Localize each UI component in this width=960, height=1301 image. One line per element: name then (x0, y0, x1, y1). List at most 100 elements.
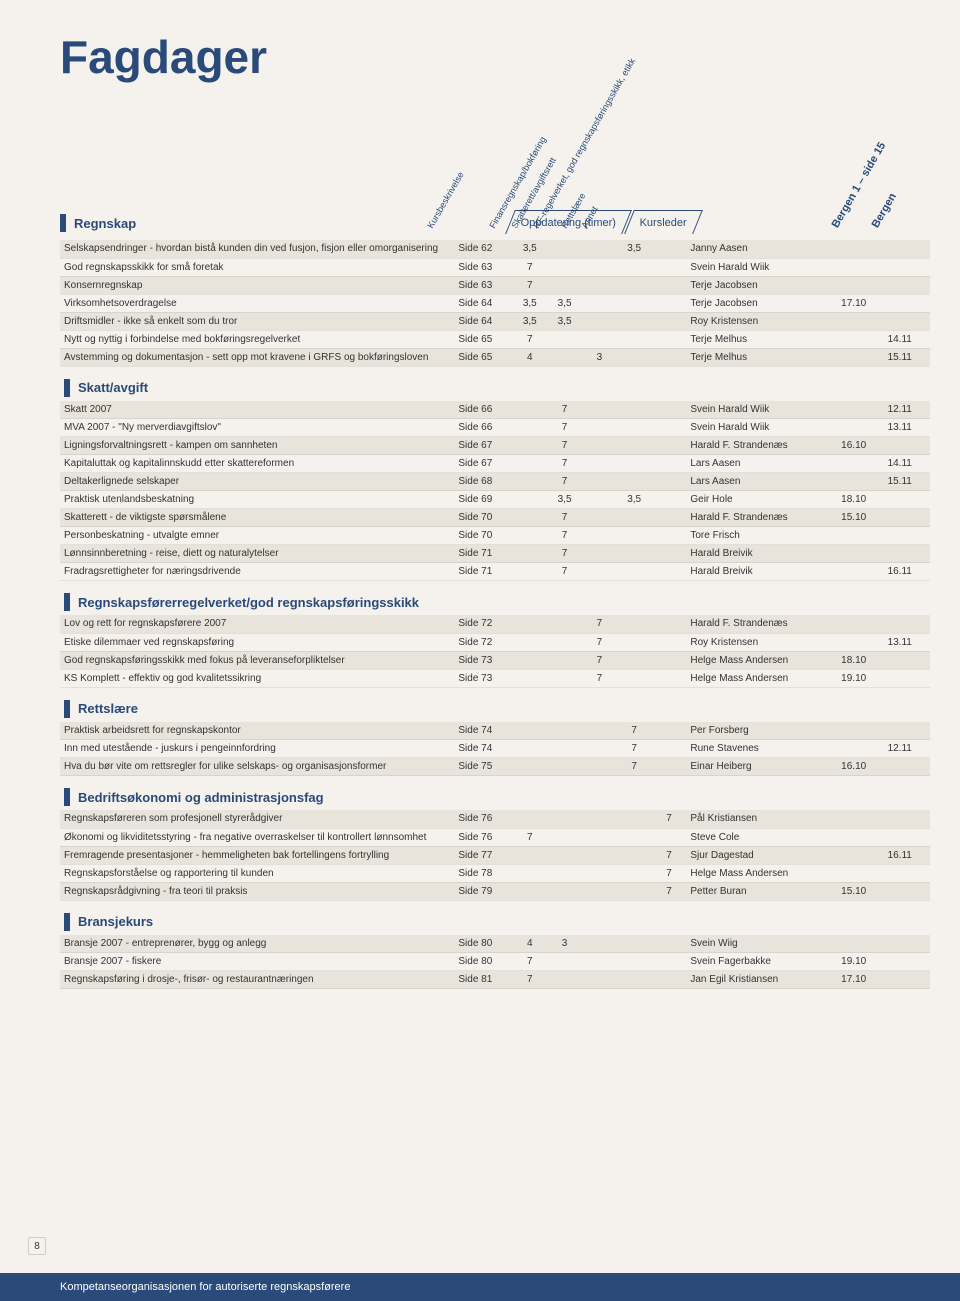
col-c1: 7 (512, 953, 547, 971)
instructor: Harald Breivik (686, 545, 837, 563)
course-desc: Økonomi og likviditetsstyring - fra nega… (60, 828, 454, 846)
course-desc: Praktisk utenlandsbeskatning (60, 491, 454, 509)
diag-bergen2: Bergen (870, 191, 899, 230)
course-side: Side 65 (454, 330, 512, 348)
instructor: Roy Kristensen (686, 633, 837, 651)
course-side: Side 75 (454, 758, 512, 776)
instructor: Harald F. Strandenæs (686, 437, 837, 455)
col-c4 (617, 633, 652, 651)
instructor: Svein Harald Wiik (686, 258, 837, 276)
instructor: Janny Aasen (686, 240, 837, 258)
table-row: Praktisk utenlandsbeskatningSide 693,53,… (60, 491, 930, 509)
course-desc: Virksomhetsoverdragelse (60, 294, 454, 312)
course-side: Side 71 (454, 563, 512, 581)
col-c5 (652, 419, 687, 437)
course-desc: Personbeskatning - utvalgte emner (60, 527, 454, 545)
course-side: Side 66 (454, 401, 512, 419)
col-c4 (617, 882, 652, 900)
table-row: Regnskapsføreren som profesjonell styrer… (60, 810, 930, 828)
date-1 (837, 527, 883, 545)
date-2: 16.11 (884, 563, 930, 581)
col-c4 (617, 971, 652, 989)
course-desc: Regnskapsrådgivning - fra teori til prak… (60, 882, 454, 900)
date-2 (884, 615, 930, 633)
date-1 (837, 348, 883, 366)
col-c1 (512, 455, 547, 473)
col-c4 (617, 258, 652, 276)
course-desc: Ligningsforvaltningsrett - kampen om san… (60, 437, 454, 455)
col-c2 (547, 971, 582, 989)
col-c1 (512, 509, 547, 527)
col-c4 (617, 509, 652, 527)
table-row: Bransje 2007 - fiskereSide 807Svein Fage… (60, 953, 930, 971)
date-1: 17.10 (837, 971, 883, 989)
date-2: 14.11 (884, 330, 930, 348)
section-marker (60, 214, 66, 232)
date-2: 14.11 (884, 455, 930, 473)
course-desc: Nytt og nyttig i forbindelse med bokføri… (60, 330, 454, 348)
col-c2: 7 (547, 527, 582, 545)
col-c3 (582, 258, 617, 276)
date-1 (837, 401, 883, 419)
course-side: Side 65 (454, 348, 512, 366)
instructor: Harald F. Strandenæs (686, 509, 837, 527)
instructor: Rune Stavenes (686, 740, 837, 758)
date-1: 19.10 (837, 669, 883, 687)
col-c2: 7 (547, 473, 582, 491)
table-row: MVA 2007 - "Ny merverdiavgiftslov"Side 6… (60, 419, 930, 437)
page-title: Fagdager (60, 30, 930, 84)
date-2 (884, 545, 930, 563)
col-c3 (582, 828, 617, 846)
course-desc: Selskapsendringer - hvordan bistå kunden… (60, 240, 454, 258)
col-c4 (617, 312, 652, 330)
instructor: Jan Egil Kristiansen (686, 971, 837, 989)
date-2 (884, 810, 930, 828)
col-c4: 7 (617, 758, 652, 776)
date-2 (884, 491, 930, 509)
date-2: 16.11 (884, 846, 930, 864)
course-desc: Deltakerlignede selskaper (60, 473, 454, 491)
course-desc: Skatterett - de viktigste spørsmålene (60, 509, 454, 527)
course-side: Side 62 (454, 240, 512, 258)
col-c1 (512, 437, 547, 455)
instructor: Harald Breivik (686, 563, 837, 581)
date-1 (837, 722, 883, 740)
col-c3: 7 (582, 615, 617, 633)
date-2 (884, 935, 930, 953)
table-row: Kapitaluttak og kapitalinnskudd etter sk… (60, 455, 930, 473)
instructor: Steve Cole (686, 828, 837, 846)
date-2 (884, 828, 930, 846)
col-c1 (512, 491, 547, 509)
date-1 (837, 633, 883, 651)
date-1: 15.10 (837, 882, 883, 900)
instructor: Einar Heiberg (686, 758, 837, 776)
col-c4 (617, 276, 652, 294)
col-c2 (547, 722, 582, 740)
section-header-row: Skatt/avgift (60, 366, 930, 401)
col-c5 (652, 509, 687, 527)
course-desc: Kapitaluttak og kapitalinnskudd etter sk… (60, 455, 454, 473)
date-2 (884, 527, 930, 545)
col-c2: 7 (547, 545, 582, 563)
diag-kursbeskrivelse: Kursbeskrivelse (425, 170, 465, 230)
col-c3 (582, 722, 617, 740)
col-c5 (652, 491, 687, 509)
col-c2 (547, 258, 582, 276)
table-row: KonsernregnskapSide 637Terje Jacobsen (60, 276, 930, 294)
table-row: God regnskapsføringsskikk med fokus på l… (60, 651, 930, 669)
instructor: Lars Aasen (686, 455, 837, 473)
instructor: Terje Jacobsen (686, 276, 837, 294)
col-c4 (617, 473, 652, 491)
date-1: 16.10 (837, 758, 883, 776)
course-desc: Regnskapsføring i drosje-, frisør- og re… (60, 971, 454, 989)
col-c5 (652, 276, 687, 294)
date-1 (837, 864, 883, 882)
table-row: Deltakerlignede selskaperSide 687Lars Aa… (60, 473, 930, 491)
table-row: Hva du bør vite om rettsregler for ulike… (60, 758, 930, 776)
table-row: Etiske dilemmaer ved regnskapsføringSide… (60, 633, 930, 651)
date-1 (837, 740, 883, 758)
col-c1: 7 (512, 258, 547, 276)
col-c4 (617, 669, 652, 687)
date-1 (837, 330, 883, 348)
course-side: Side 74 (454, 740, 512, 758)
